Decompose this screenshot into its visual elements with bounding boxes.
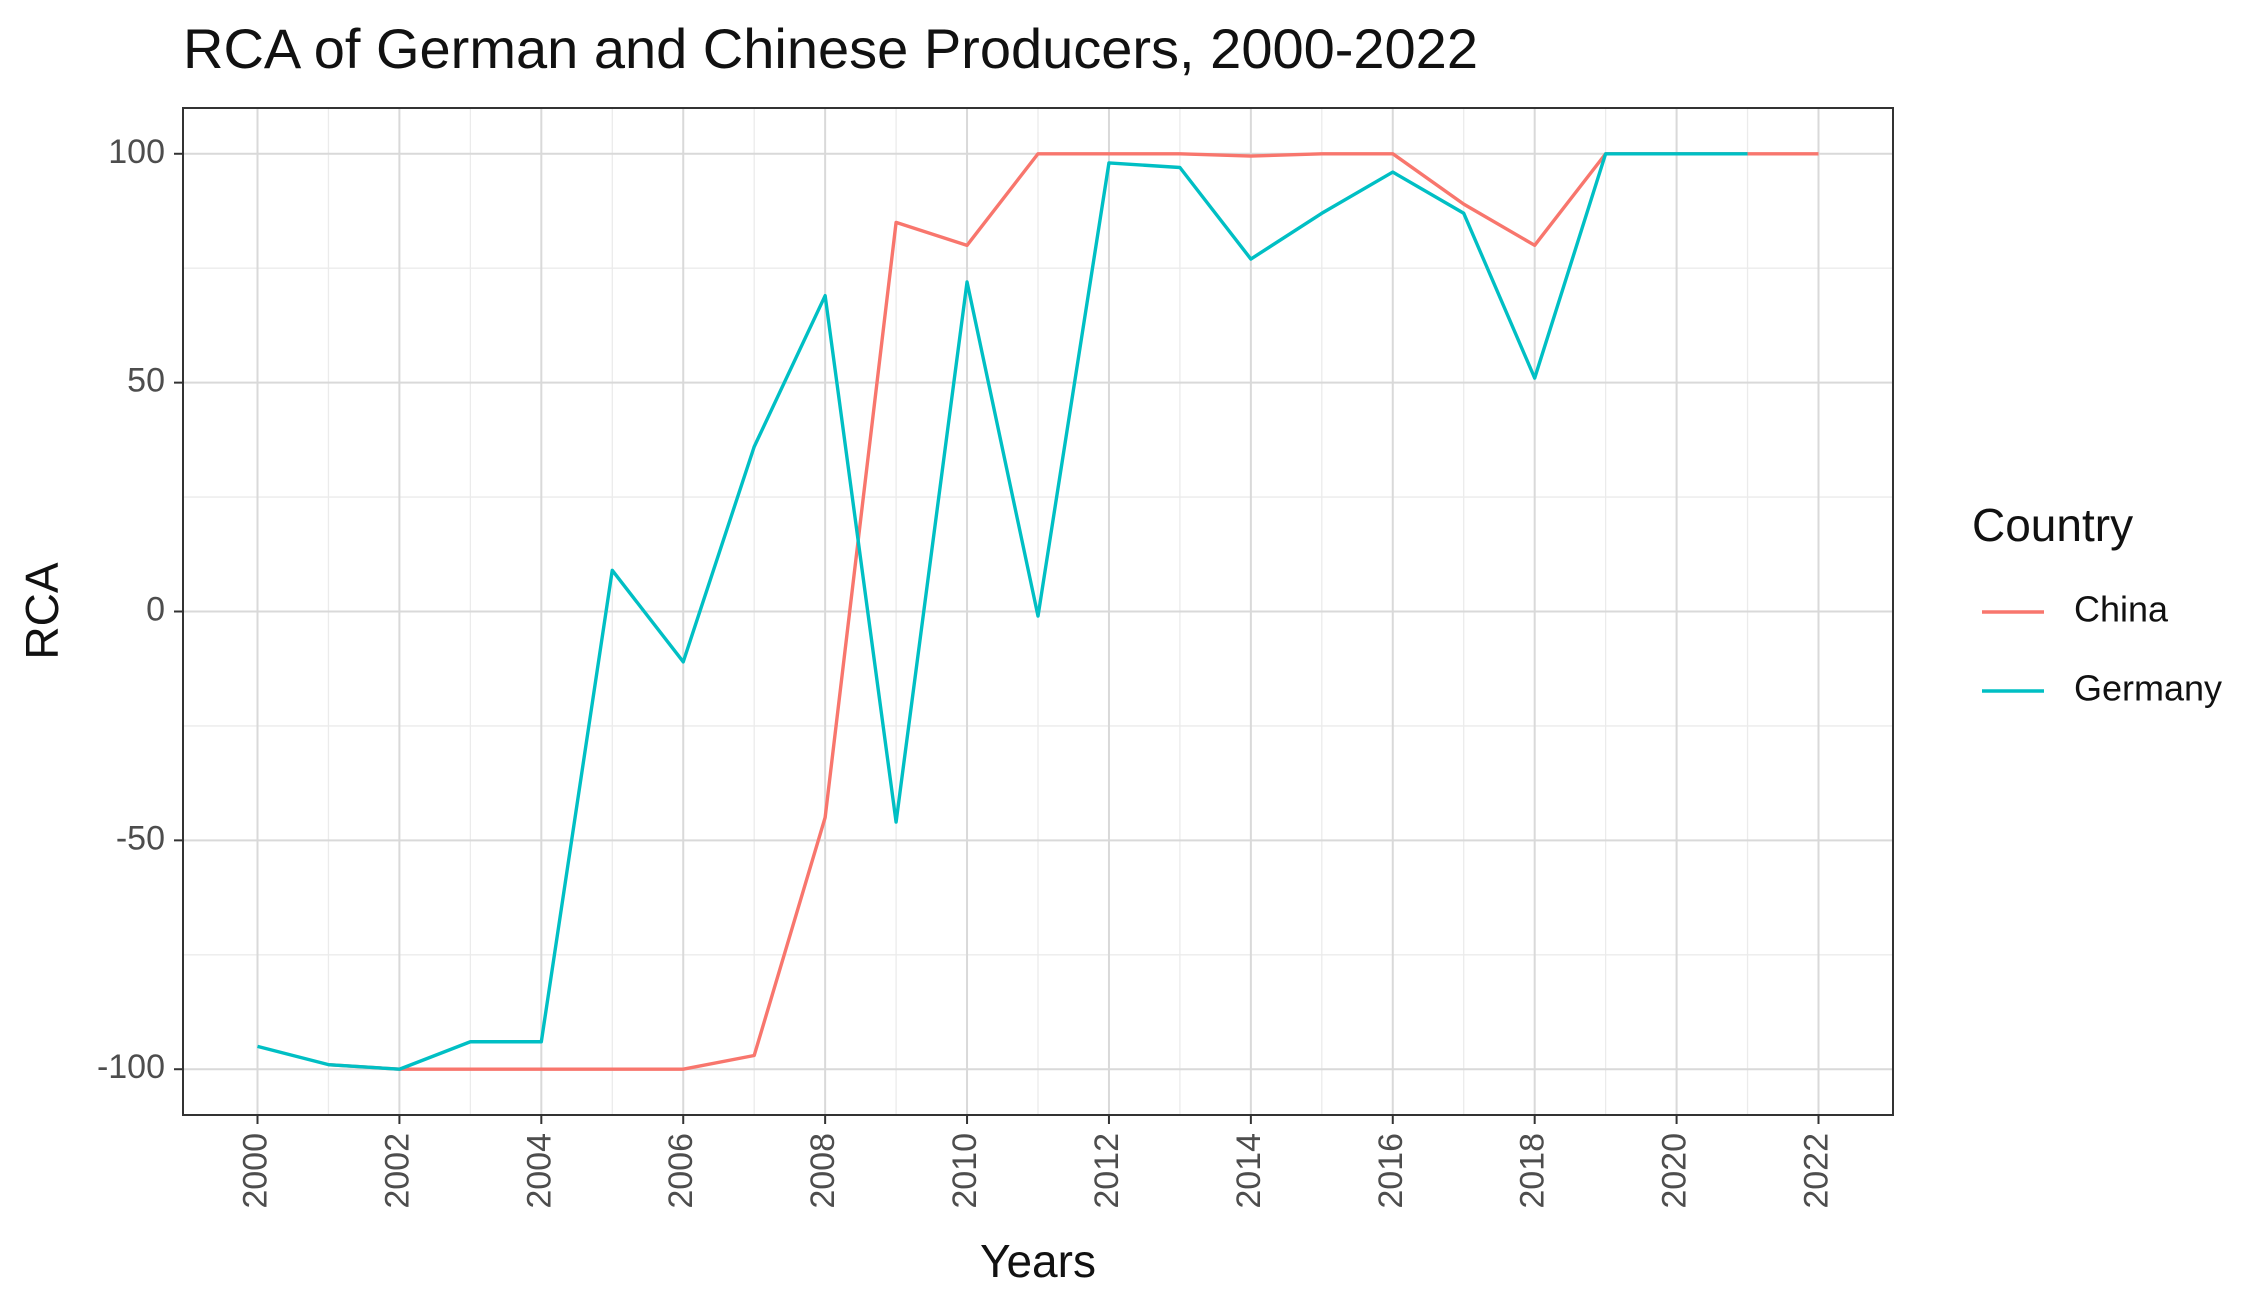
y-tick-label: 50 xyxy=(127,362,165,400)
chart-title: RCA of German and Chinese Producers, 200… xyxy=(183,17,1478,80)
x-tick-label: 2004 xyxy=(520,1133,558,1209)
x-tick-label: 2014 xyxy=(1230,1133,1268,1209)
legend: Country China Germany xyxy=(1972,499,2222,709)
x-tick-label: 2008 xyxy=(804,1133,842,1209)
x-tick-label: 2022 xyxy=(1797,1133,1835,1209)
y-axis-title: RCA xyxy=(16,562,68,659)
x-tick-label: 2006 xyxy=(662,1133,700,1209)
x-tick-label: 2016 xyxy=(1372,1133,1410,1209)
legend-label-germany: Germany xyxy=(2074,668,2222,709)
y-tick-label: -50 xyxy=(116,819,165,857)
y-tick-label: 0 xyxy=(146,590,165,628)
x-tick-label: 2000 xyxy=(236,1133,274,1209)
series-line-china xyxy=(328,152,1819,1071)
legend-title: Country xyxy=(1972,499,2133,551)
y-tick-label: -100 xyxy=(97,1048,165,1086)
x-tick-label: 2012 xyxy=(1088,1133,1126,1209)
series-layer xyxy=(257,152,1819,1071)
x-tick-label: 2002 xyxy=(378,1133,416,1209)
x-axis: 2000 2002 2004 2006 2008 2010 2012 2014 2016 2018… xyxy=(236,1115,1835,1209)
y-axis: -100 -50 0 50 100 xyxy=(97,133,183,1086)
x-tick-label: 2020 xyxy=(1656,1133,1694,1209)
series-line-germany xyxy=(257,152,1748,1071)
x-axis-title: Years xyxy=(980,1235,1096,1287)
y-tick-label: 100 xyxy=(108,133,165,171)
x-tick-label: 2010 xyxy=(946,1133,984,1209)
legend-label-china: China xyxy=(2074,589,2169,630)
x-tick-label: 2018 xyxy=(1514,1133,1552,1209)
